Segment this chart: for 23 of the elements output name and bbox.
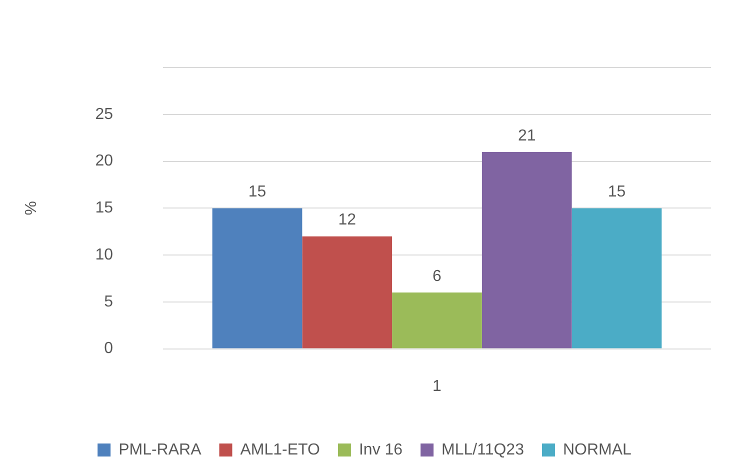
- data-label: 12: [338, 212, 356, 229]
- data-label: 6: [432, 268, 442, 285]
- x-tick-label: 1: [432, 378, 442, 395]
- y-tick-label: 15: [95, 200, 114, 217]
- bar: [302, 236, 392, 348]
- legend-label: MLL/11Q23: [442, 441, 524, 458]
- y-tick-label: 10: [95, 246, 114, 264]
- y-tick-label: 5: [104, 293, 114, 310]
- y-tick-label: 20: [95, 152, 114, 170]
- bar: [212, 208, 302, 348]
- y-axis-title: %: [23, 201, 40, 216]
- data-label: 15: [248, 184, 266, 201]
- y-tick-label: 25: [95, 106, 114, 123]
- bar: [572, 208, 662, 348]
- legend-label: NORMAL: [562, 441, 632, 458]
- data-label: 21: [518, 127, 536, 144]
- y-tick-label: 0: [104, 340, 114, 358]
- legend-label: PML-RARA: [118, 441, 202, 458]
- legend-label: Inv 16: [358, 441, 403, 458]
- legend-label: AML1-ETO: [240, 441, 320, 458]
- bar: [482, 152, 572, 348]
- data-label: 15: [608, 184, 626, 201]
- bar: [392, 292, 482, 348]
